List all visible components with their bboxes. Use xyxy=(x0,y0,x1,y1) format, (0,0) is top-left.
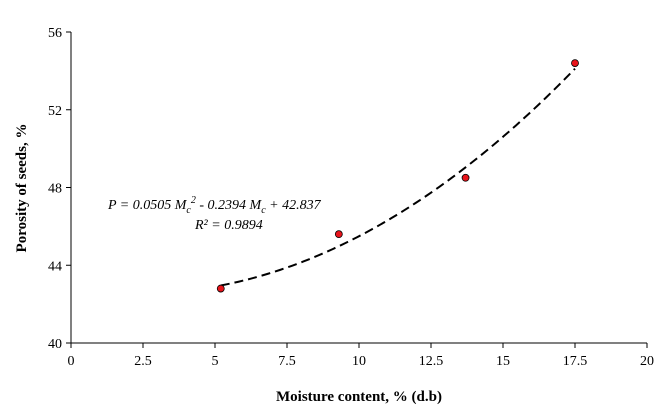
x-tick-label: 5 xyxy=(212,354,219,369)
y-axis-ticks: 40 44 48 52 56 xyxy=(48,26,71,352)
x-axis-ticks: 0 2.5 5 7.5 10 12.5 15 17.5 20 xyxy=(68,343,654,369)
x-tick-label: 10 xyxy=(352,354,366,369)
data-point xyxy=(571,59,579,67)
data-points xyxy=(216,59,579,293)
y-tick-label: 44 xyxy=(48,259,62,274)
data-point xyxy=(334,230,343,239)
y-tick-label: 52 xyxy=(48,104,62,119)
x-axis-title: Moisture content, % (d.b) xyxy=(276,389,442,405)
data-point xyxy=(461,173,470,182)
x-tick-label: 0 xyxy=(68,354,75,369)
y-tick-label: 48 xyxy=(48,182,62,197)
x-tick-label: 12.5 xyxy=(419,354,444,369)
x-tick-label: 17.5 xyxy=(563,354,588,369)
trendline-equation: P = 0.0505 Mc2 - 0.2394 Mc + 42.837 xyxy=(107,195,322,216)
x-tick-label: 2.5 xyxy=(134,354,152,369)
trendline xyxy=(220,67,576,287)
y-tick-label: 40 xyxy=(48,337,62,352)
y-tick-label: 56 xyxy=(48,26,62,41)
x-tick-label: 7.5 xyxy=(278,354,296,369)
x-tick-label: 15 xyxy=(496,354,510,369)
y-axis-title: Porosity of seeds, % xyxy=(14,124,30,253)
x-tick-label: 20 xyxy=(640,354,654,369)
data-point xyxy=(216,284,225,293)
r-squared-label: R² = 0.9894 xyxy=(194,218,263,233)
